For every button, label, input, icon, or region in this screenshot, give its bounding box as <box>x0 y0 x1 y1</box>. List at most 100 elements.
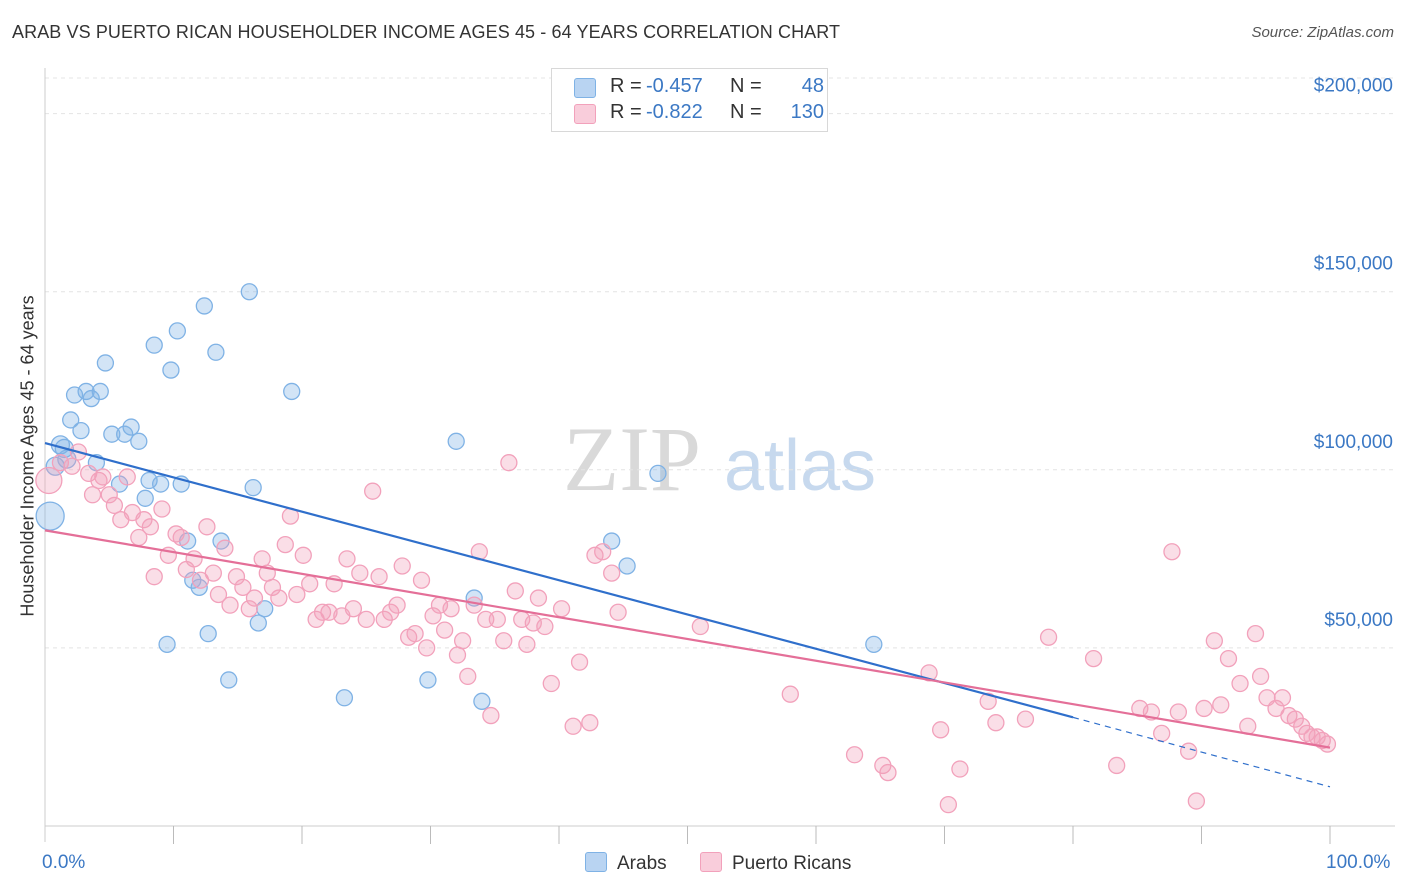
puerto-ricans-point <box>105 496 124 515</box>
chart-title: ARAB VS PUERTO RICAN HOUSEHOLDER INCOME … <box>12 22 841 42</box>
puerto-ricans-point <box>939 795 958 814</box>
puerto-ricans-swatch <box>700 852 722 872</box>
puerto-ricans-point <box>135 511 153 529</box>
puerto-ricans-point <box>1251 667 1270 686</box>
puerto-ricans-point <box>1318 735 1337 753</box>
puerto-ricans-point <box>1231 674 1249 693</box>
puerto-ricans-point <box>500 454 518 472</box>
puerto-ricans-trend-line <box>44 529 1331 749</box>
puerto-ricans-point <box>153 500 171 518</box>
arabs-r-value: -0.457 <box>646 75 703 97</box>
x-tick-label-left: 0.0% <box>42 852 86 873</box>
source-label: Source: ZipAtlas.com <box>1251 24 1394 41</box>
puerto-ricans-point <box>245 589 264 607</box>
puerto-ricans-point <box>382 603 400 621</box>
arabs-point <box>151 475 170 493</box>
puerto-ricans-point <box>1187 792 1206 810</box>
puerto-ricans-point <box>581 714 599 732</box>
puerto-ricans-point <box>216 539 234 557</box>
x-tick-label-right: 100.0% <box>1326 852 1391 873</box>
puerto-ricans-point <box>221 596 239 614</box>
puerto-ricans-point <box>1286 710 1304 728</box>
puerto-ricans-point <box>1205 632 1223 650</box>
puerto-ricans-point <box>172 528 190 547</box>
puerto-ricans-point <box>495 632 513 650</box>
puerto-ricans-point <box>1039 628 1058 646</box>
puerto-ricans-point <box>1153 724 1171 743</box>
arabs-point <box>447 432 465 450</box>
arabs-trend-extension <box>1072 716 1331 788</box>
puerto-ricans-point <box>1219 649 1238 668</box>
puerto-ricans-point <box>320 603 338 621</box>
puerto-ricans-point <box>845 746 864 764</box>
bottom-legend-arabs: Arabs <box>585 852 667 875</box>
arabs-point <box>220 671 238 689</box>
puerto-ricans-point <box>118 468 136 486</box>
puerto-ricans-point <box>370 568 388 586</box>
puerto-ricans-point <box>465 596 483 614</box>
puerto-ricans-point <box>35 466 63 495</box>
puerto-ricans-point <box>288 585 306 604</box>
arabs-point <box>136 489 154 507</box>
puerto-ricans-n-value: 130 <box>790 101 824 123</box>
puerto-ricans-point <box>536 617 554 636</box>
arabs-point <box>82 389 100 408</box>
puerto-ricans-point <box>1108 756 1126 775</box>
puerto-ricans-point <box>542 674 560 693</box>
puerto-ricans-point <box>227 568 246 586</box>
puerto-ricans-point <box>204 564 222 582</box>
puerto-ricans-point <box>459 667 477 686</box>
arabs-legend-label: Arabs <box>617 853 667 874</box>
r-label: R = <box>610 101 642 123</box>
puerto-ricans-point <box>552 600 571 618</box>
puerto-ricans-point <box>388 596 406 614</box>
puerto-ricans-point <box>364 482 382 500</box>
puerto-ricans-point <box>453 632 472 650</box>
puerto-ricans-point <box>100 486 118 504</box>
puerto-ricans-point <box>609 603 627 621</box>
puerto-ricans-point <box>1212 696 1230 714</box>
puerto-ricans-point <box>691 617 709 636</box>
bottom-legend-puerto-ricans: Puerto Ricans <box>700 852 851 875</box>
arabs-point <box>249 614 267 632</box>
n-label: N = <box>730 75 762 97</box>
puerto-ricans-point <box>594 543 612 561</box>
puerto-ricans-point <box>564 717 582 735</box>
puerto-ricans-point <box>234 578 252 597</box>
puerto-ricans-point <box>781 685 799 703</box>
puerto-ricans-point <box>209 585 228 604</box>
puerto-ricans-point <box>276 535 294 554</box>
correlation-legend: R = -0.457 N = 48 R = -0.822 N = 130 <box>551 68 828 132</box>
puerto-ricans-point <box>375 610 393 629</box>
puerto-ricans-point <box>253 550 271 568</box>
puerto-ricans-point <box>393 557 411 575</box>
puerto-ricans-point <box>1163 543 1181 561</box>
puerto-ricans-r-value: -0.822 <box>646 101 703 123</box>
puerto-ricans-point <box>488 610 506 629</box>
arabs-trend-line <box>44 442 1074 719</box>
puerto-ricans-point <box>313 603 332 621</box>
puerto-ricans-point <box>270 589 288 607</box>
arabs-point <box>91 382 109 401</box>
arabs-point <box>335 689 354 707</box>
puerto-ricans-point <box>1084 649 1103 668</box>
arabs-point <box>618 557 636 575</box>
puerto-ricans-point <box>198 518 216 536</box>
puerto-ricans-point <box>145 568 163 586</box>
puerto-ricans-point <box>417 639 436 657</box>
puerto-ricans-point <box>506 582 524 600</box>
arabs-point <box>103 425 121 443</box>
arabs-point <box>190 578 208 597</box>
puerto-ricans-point <box>1169 703 1188 721</box>
puerto-ricans-point <box>294 546 312 564</box>
arabs-point <box>473 692 491 710</box>
puerto-ricans-point <box>94 468 112 486</box>
puerto-ricans-point <box>357 610 375 629</box>
watermark-zip: ZIP <box>563 408 701 510</box>
arabs-point <box>283 382 301 401</box>
puerto-ricans-point <box>83 486 102 504</box>
puerto-ricans-point <box>185 550 203 568</box>
puerto-ricans-point <box>1016 710 1035 728</box>
puerto-ricans-point <box>406 625 424 643</box>
puerto-ricans-point <box>435 621 454 639</box>
